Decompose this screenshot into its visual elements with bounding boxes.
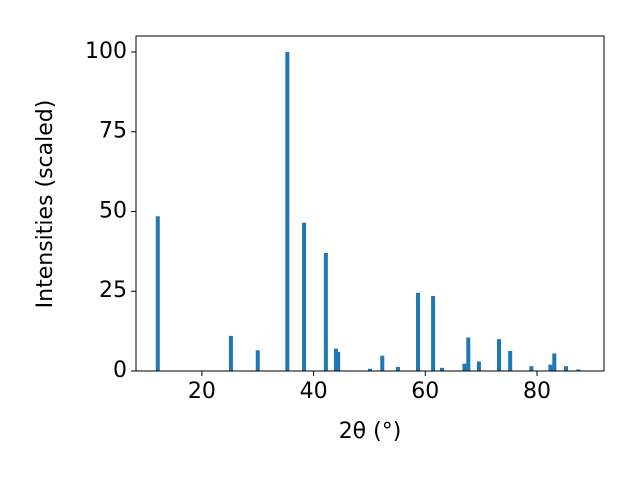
x-tick-label: 40	[300, 379, 328, 404]
bar	[564, 366, 569, 371]
plot-frame	[135, 35, 605, 372]
bar	[476, 361, 481, 371]
bar	[228, 335, 233, 371]
bar	[552, 353, 557, 371]
y-tick-label: 25	[99, 278, 127, 303]
x-tick-label: 60	[411, 379, 439, 404]
bar	[416, 292, 421, 371]
y-tick-label: 0	[113, 358, 127, 383]
x-tick-label: 80	[523, 379, 551, 404]
bar	[497, 339, 502, 371]
bar	[323, 252, 328, 371]
bar	[368, 368, 372, 371]
y-axis-label: Intensities (scaled)	[33, 100, 58, 309]
bar	[548, 364, 553, 371]
y-tick-label: 100	[85, 39, 127, 64]
y-tick-label: 50	[99, 198, 127, 223]
bar	[285, 51, 290, 371]
x-axis-label: 2θ (°)	[339, 419, 402, 444]
bar	[462, 363, 467, 371]
bar	[380, 355, 385, 371]
y-tick-label: 75	[99, 119, 127, 144]
bar	[466, 337, 471, 371]
bar	[155, 216, 160, 371]
bar	[336, 351, 341, 371]
bar	[255, 350, 260, 371]
bar	[431, 296, 436, 371]
bar	[576, 369, 581, 371]
bar	[508, 350, 513, 371]
bar	[395, 366, 400, 371]
bar	[440, 367, 445, 371]
x-tick-label: 20	[188, 379, 216, 404]
bar	[333, 348, 338, 371]
bar	[302, 222, 307, 371]
bar	[529, 366, 534, 371]
